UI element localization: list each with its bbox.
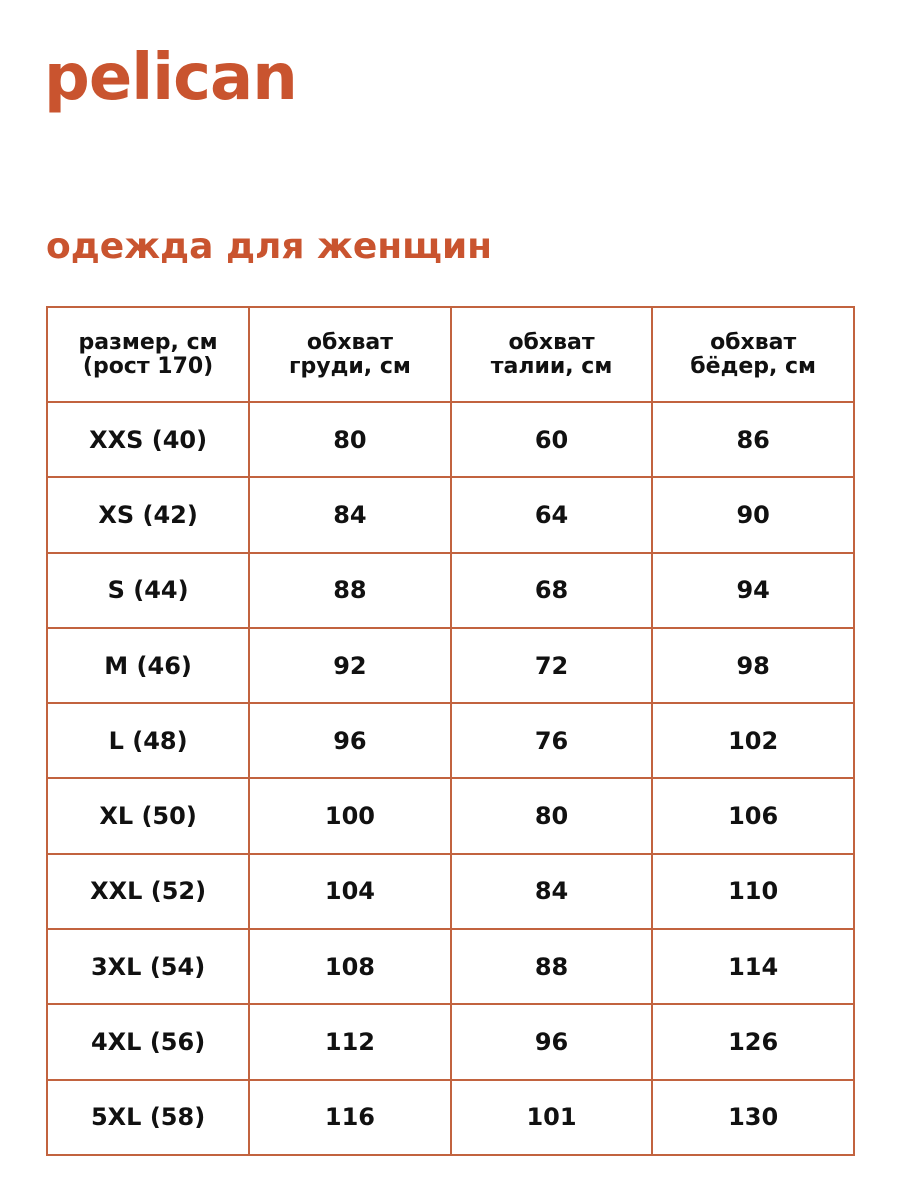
measurement-cell: 101: [449, 1078, 654, 1156]
measurement-cell: 88: [449, 928, 654, 1006]
column-header: размер, см (рост 170): [45, 306, 251, 403]
measurement-cell: 84: [449, 852, 654, 931]
measurement-cell: 94: [651, 551, 855, 629]
measurement-cell: 102: [651, 702, 855, 780]
measurement-cell: 92: [248, 626, 452, 705]
measurement-cell: 80: [248, 400, 452, 479]
measurement-cell: 114: [651, 928, 855, 1006]
size-cell: XL (50): [45, 777, 251, 855]
table-row: XXS (40) 80 60 86: [45, 400, 855, 479]
size-cell: XXL (52): [45, 852, 251, 931]
measurement-cell: 64: [449, 476, 654, 554]
measurement-cell: 86: [651, 400, 855, 479]
measurement-cell: 72: [449, 626, 654, 705]
size-cell: 4XL (56): [45, 1003, 251, 1081]
size-cell: M (46): [45, 626, 251, 705]
pelican-logo: pelican: [44, 41, 298, 115]
table-row: M (46) 92 72 98: [45, 626, 855, 705]
table-row: L (48) 96 76 102: [45, 702, 855, 780]
size-cell: L (48): [45, 702, 251, 780]
measurement-cell: 126: [651, 1003, 855, 1081]
column-header-line: обхват: [710, 329, 797, 355]
table-row: 5XL (58) 116 101 130: [45, 1078, 855, 1156]
column-header-line: бёдер, см: [690, 353, 817, 379]
column-header-line: размер, см: [78, 329, 218, 355]
size-cell: XS (42): [45, 476, 251, 554]
table-row: S (44) 88 68 94: [45, 551, 855, 629]
table-row: 4XL (56) 112 96 126: [45, 1003, 855, 1081]
measurement-cell: 88: [248, 551, 452, 629]
size-cell: 3XL (54): [45, 928, 251, 1006]
measurement-cell: 116: [248, 1078, 452, 1156]
measurement-cell: 96: [248, 702, 452, 780]
column-header: обхват бёдер, см: [651, 306, 855, 403]
measurement-cell: 84: [248, 476, 452, 554]
table-row: XS (42) 84 64 90: [45, 476, 855, 554]
column-header-line: обхват: [306, 329, 394, 355]
measurement-cell: 130: [651, 1078, 855, 1156]
measurement-cell: 68: [449, 551, 654, 629]
size-cell: S (44): [45, 551, 251, 629]
column-header-line: груди, см: [289, 353, 411, 379]
measurement-cell: 60: [449, 400, 654, 479]
column-header: обхват груди, см: [248, 306, 452, 403]
measurement-cell: 100: [248, 777, 452, 855]
measurement-cell: 76: [449, 702, 654, 780]
measurement-cell: 80: [449, 777, 654, 855]
table-row: XXL (52) 104 84 110: [45, 852, 855, 931]
measurement-cell: 96: [449, 1003, 654, 1081]
table-header-row: размер, см (рост 170) обхват груди, см обхва…: [45, 306, 855, 403]
table-row: 3XL (54) 108 88 114: [45, 928, 855, 1006]
measurement-cell: 104: [248, 852, 452, 931]
measurement-cell: 108: [248, 928, 452, 1006]
size-cell: XXS (40): [45, 400, 251, 479]
table-row: XL (50) 100 80 106: [45, 777, 855, 855]
column-header: обхват талии, см: [449, 306, 654, 403]
measurement-cell: 98: [651, 626, 855, 705]
measurement-cell: 110: [651, 852, 855, 931]
size-cell: 5XL (58): [45, 1078, 251, 1156]
column-header-line: (рост 170): [82, 353, 214, 379]
page-title: одежда для женщин: [46, 226, 493, 267]
column-header-line: обхват: [508, 329, 595, 355]
size-chart-table: размер, см (рост 170) обхват груди, см обхва…: [45, 306, 855, 1156]
measurement-cell: 106: [651, 777, 855, 855]
measurement-cell: 90: [651, 476, 855, 554]
measurement-cell: 112: [248, 1003, 452, 1081]
column-header-line: талии, см: [490, 353, 613, 379]
